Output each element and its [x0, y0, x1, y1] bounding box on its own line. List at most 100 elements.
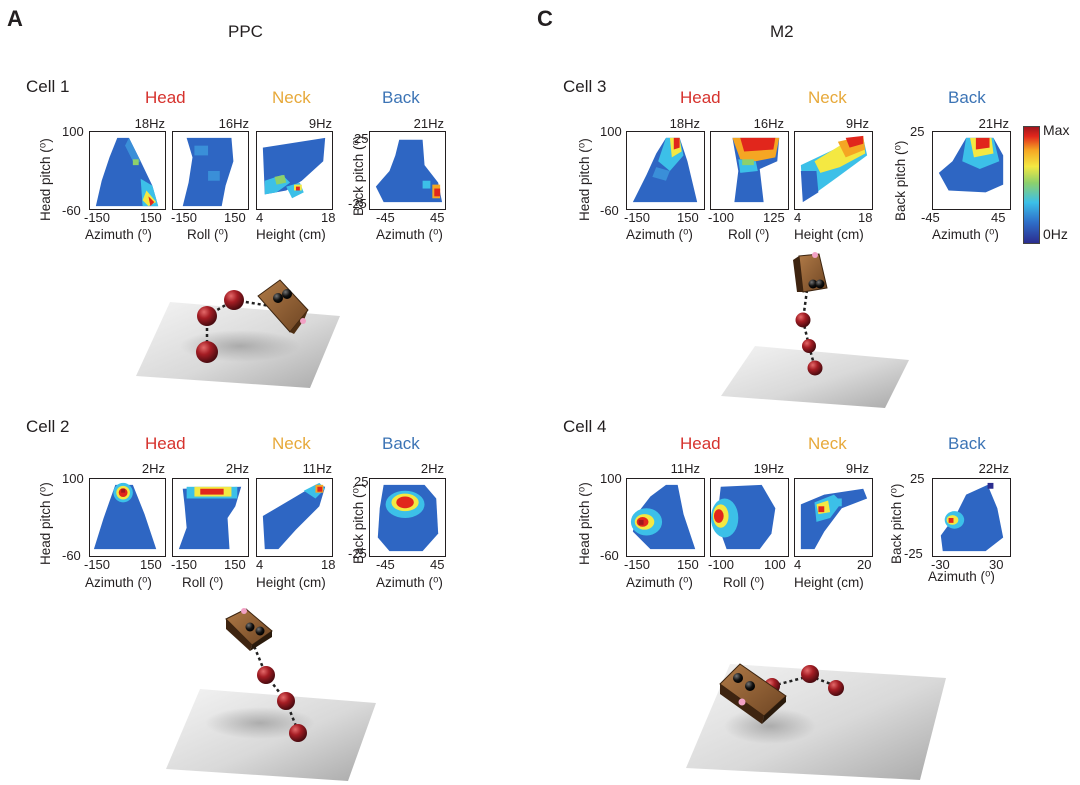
x-tick-right: 150 — [140, 557, 162, 572]
x-axis-label-azimuth: Azimuth (⁰) — [932, 227, 999, 242]
heatmap-roll — [710, 478, 789, 557]
group-label-back: Back — [382, 434, 420, 453]
heatmap-height — [256, 478, 333, 557]
x-tick-left: -150 — [84, 210, 111, 225]
y-tick-top: 100 — [62, 471, 84, 486]
region-title-m2: M2 — [770, 22, 794, 41]
group-label-head: Head — [145, 434, 186, 453]
group-label-neck: Neck — [808, 88, 847, 107]
panel-letter-a: A — [7, 6, 23, 31]
rate-azimuth: 18Hz — [134, 116, 165, 131]
x-tick-right: 18 — [321, 210, 336, 225]
group-label-neck: Neck — [272, 88, 311, 107]
colorbar-min-label: 0Hz — [1043, 226, 1068, 242]
x-tick-left: -30 — [931, 557, 950, 572]
heatmap-back — [932, 131, 1011, 210]
x-tick-left: -150 — [624, 557, 651, 572]
x-tick-right: 150 — [140, 210, 162, 225]
x-tick-right: 150 — [677, 210, 699, 225]
x-tick-right: 100 — [764, 557, 786, 572]
y-tick-top: 100 — [600, 471, 622, 486]
rate-roll: 16Hz — [753, 116, 784, 131]
heatmap-back — [369, 131, 446, 210]
x-tick-right: 45 — [430, 557, 445, 572]
heatmap-azimuth — [89, 478, 166, 557]
x-axis-label-roll: Roll (⁰) — [723, 575, 765, 590]
y-axis-label-head-pitch: Head pitch (⁰) — [577, 138, 592, 221]
x-tick-left: -100 — [708, 557, 735, 572]
group-label-neck: Neck — [272, 434, 311, 453]
x-tick-left: -45 — [376, 557, 395, 572]
y-axis-label-back-pitch: Back pitch (⁰) — [889, 483, 904, 564]
x-axis-label-azimuth: Azimuth (⁰) — [85, 227, 152, 242]
group-label-head: Head — [145, 88, 186, 107]
x-tick-left: 4 — [794, 557, 802, 572]
rate-height: 9Hz — [845, 461, 869, 476]
x-axis-label-height: Height (cm) — [256, 575, 326, 590]
marker-ball — [196, 341, 218, 363]
x-axis-label-roll: Roll (⁰) — [182, 575, 224, 590]
x-axis-label-height: Height (cm) — [256, 227, 326, 242]
pose-illustration — [130, 276, 350, 391]
rate-height: 11Hz — [302, 461, 332, 476]
group-label-head: Head — [680, 88, 721, 107]
group-label-back: Back — [382, 88, 420, 107]
back-y-tick-top: 25 — [910, 471, 925, 486]
x-tick-left: -150 — [171, 557, 198, 572]
x-axis-label-azimuth: Azimuth (⁰) — [85, 575, 152, 590]
rate-height: 9Hz — [308, 116, 332, 131]
x-axis-label-azimuth: Azimuth (⁰) — [376, 575, 443, 590]
heatmap-roll — [172, 131, 249, 210]
rate-back: 21Hz — [413, 116, 444, 131]
pose-illustration — [680, 640, 950, 785]
x-tick-right: 125 — [763, 210, 785, 225]
cell-label-2: Cell 2 — [26, 417, 70, 436]
x-tick-left: -150 — [624, 210, 651, 225]
back-y-tick-top: 25 — [354, 131, 369, 146]
region-title-ppc: PPC — [228, 22, 263, 41]
marker-ball — [257, 666, 275, 684]
group-label-neck: Neck — [808, 434, 847, 453]
marker-ball — [224, 290, 244, 310]
x-tick-right: 18 — [321, 557, 336, 572]
back-y-tick-bottom: -25 — [348, 546, 367, 561]
x-tick-left: 4 — [794, 210, 802, 225]
heatmap-height — [256, 131, 333, 210]
y-tick-bottom: -60 — [62, 548, 81, 563]
y-tick-top: 100 — [600, 124, 622, 139]
y-tick-bottom: -60 — [62, 203, 81, 218]
heatmap-azimuth — [626, 131, 705, 210]
x-tick-left: 4 — [256, 557, 264, 572]
rate-roll: 16Hz — [218, 116, 249, 131]
rate-back: 21Hz — [978, 116, 1009, 131]
heatmap-azimuth — [626, 478, 705, 557]
x-axis-label-height: Height (cm) — [794, 575, 864, 590]
group-label-back: Back — [948, 434, 986, 453]
y-axis-label-back-pitch: Back pitch (⁰) — [893, 140, 908, 221]
back-y-tick-top: 25 — [354, 474, 369, 489]
marker-ball — [795, 312, 811, 328]
cell-label-1: Cell 1 — [26, 77, 70, 96]
marker-ball — [801, 665, 819, 683]
y-axis-label-back-pitch: Back pitch (⁰) — [351, 483, 366, 564]
x-axis-label-roll: Roll (⁰) — [728, 227, 770, 242]
rate-azimuth: 2Hz — [141, 461, 165, 476]
y-tick-bottom: -60 — [600, 548, 619, 563]
rate-azimuth: 18Hz — [669, 116, 700, 131]
y-tick-top: 100 — [62, 124, 84, 139]
marker-ball — [277, 692, 295, 710]
x-axis-label-height: Height (cm) — [794, 227, 864, 242]
x-axis-label-roll: Roll (⁰) — [187, 227, 229, 242]
colorbar — [1023, 126, 1040, 244]
heatmap-back — [932, 478, 1011, 557]
back-y-tick-bottom: -25 — [904, 546, 923, 561]
y-axis-label-head-pitch: Head pitch (⁰) — [38, 482, 53, 565]
x-tick-right: 45 — [430, 210, 445, 225]
x-axis-label-azimuth: Azimuth (⁰) — [626, 227, 693, 242]
x-tick-right: 30 — [989, 557, 1004, 572]
x-tick-right: 150 — [224, 557, 246, 572]
rate-azimuth: 11Hz — [670, 461, 700, 476]
rate-roll: 2Hz — [225, 461, 249, 476]
y-axis-label-back-pitch: Back pitch (⁰) — [351, 135, 366, 216]
x-axis-label-azimuth: Azimuth (⁰) — [376, 227, 443, 242]
